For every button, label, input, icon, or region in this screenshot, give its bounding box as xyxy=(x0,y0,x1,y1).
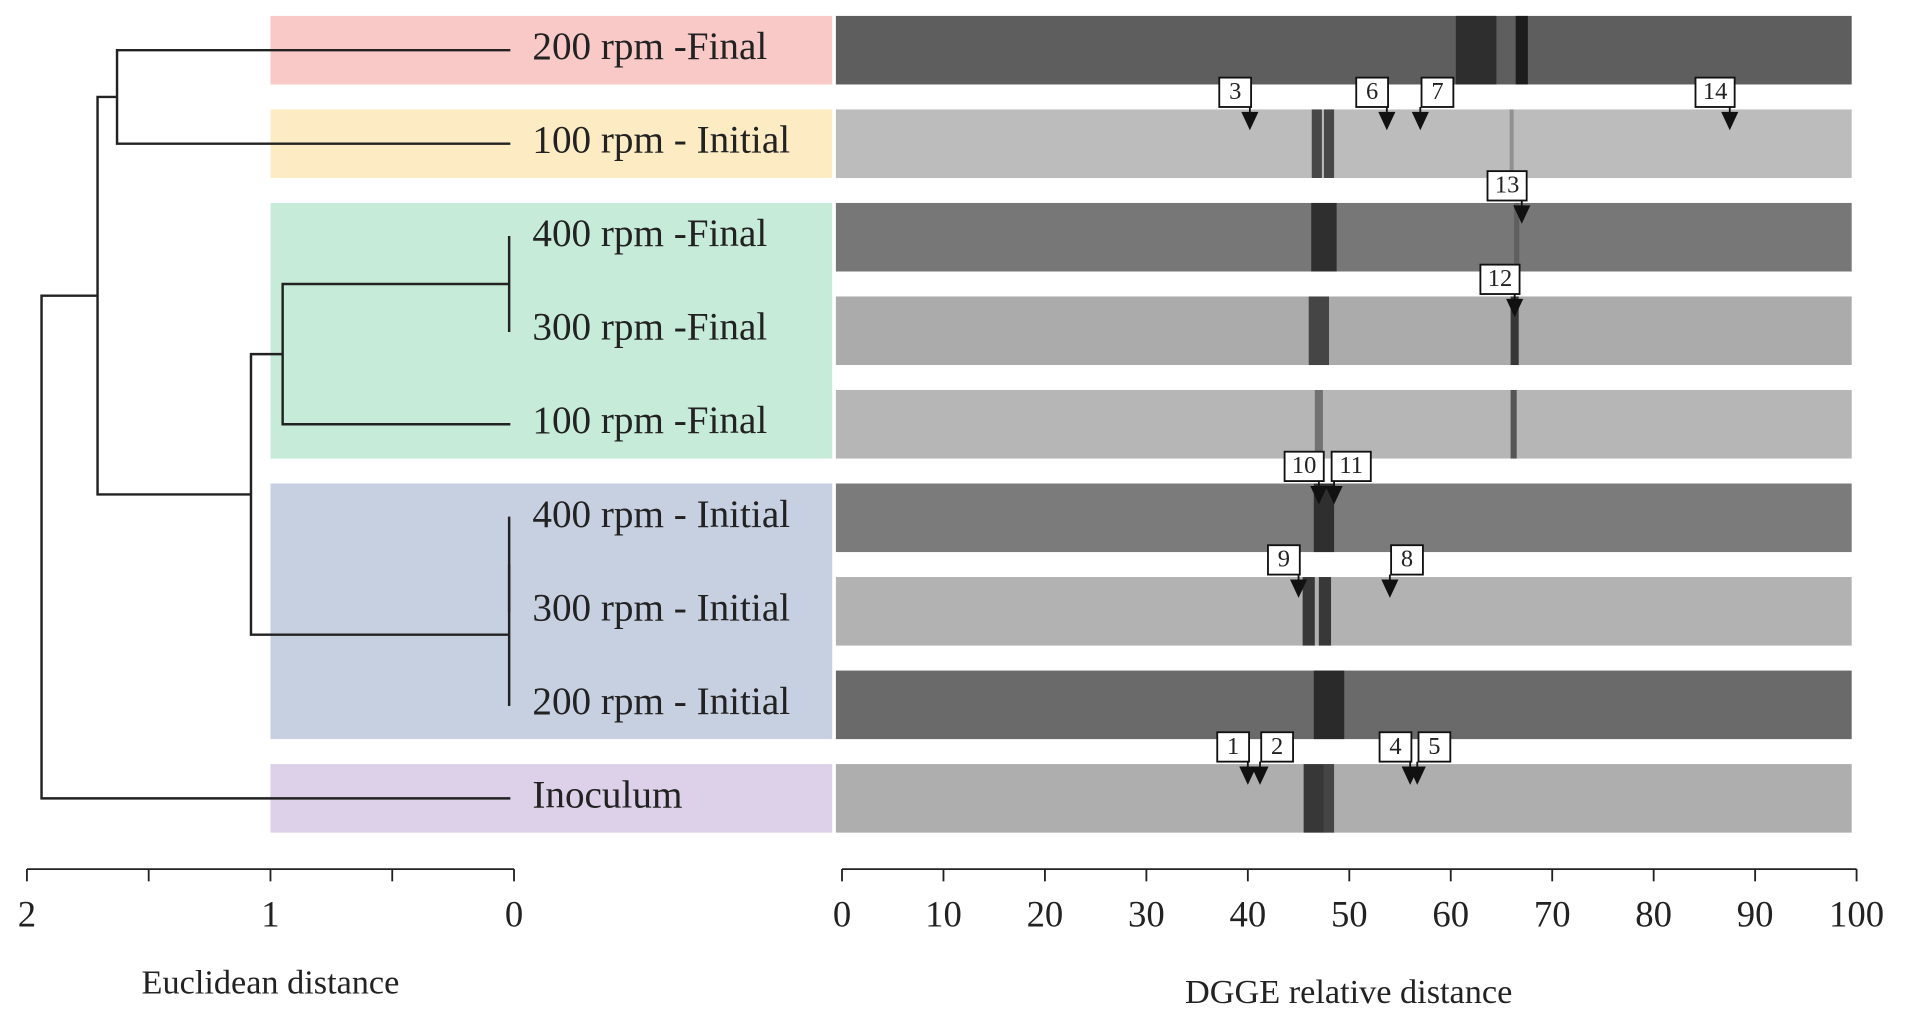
x-tick-label: 90 xyxy=(1737,893,1774,934)
gel-lane xyxy=(835,483,1852,553)
x-tick-label: 100 xyxy=(1829,893,1884,934)
marker-arrow xyxy=(1513,205,1531,224)
marker-arrow xyxy=(1408,766,1426,785)
x-tick-label: 0 xyxy=(505,893,523,934)
marker-box xyxy=(1216,731,1250,763)
dendrogram-link xyxy=(507,236,511,332)
marker-label: 6 xyxy=(1366,78,1378,105)
leaf-label: 100 rpm - Initial xyxy=(532,119,790,162)
marker-label: 7 xyxy=(1431,78,1443,105)
gel-band xyxy=(1308,296,1330,366)
x-tick-label: 80 xyxy=(1635,893,1672,934)
marker-label: 1 xyxy=(1227,733,1239,760)
gel-band xyxy=(1514,202,1520,272)
marker-arrow xyxy=(1310,485,1328,505)
leaf-label: 200 rpm -Final xyxy=(532,25,767,68)
marker-box xyxy=(1330,450,1372,482)
marker-label: 8 xyxy=(1401,546,1413,573)
group-background xyxy=(270,202,833,459)
leaf-label: 200 rpm - Initial xyxy=(532,680,790,723)
dendrogram-link xyxy=(115,48,511,145)
marker-box xyxy=(1267,544,1301,576)
marker-box xyxy=(1378,731,1413,763)
dendrogram-link xyxy=(507,564,511,707)
x-tick-label: 20 xyxy=(1027,893,1064,934)
gel-band xyxy=(1311,109,1322,178)
x-tick-label: 40 xyxy=(1229,893,1266,934)
marker-box xyxy=(1486,170,1528,202)
marker-label: 2 xyxy=(1271,733,1283,760)
x-axis-label: Euclidean distance xyxy=(142,963,400,1001)
marker-arrow xyxy=(1506,298,1524,318)
marker-arrow xyxy=(1325,485,1343,505)
x-tick-label: 70 xyxy=(1534,893,1571,934)
gel-lane xyxy=(835,389,1852,459)
marker-arrow xyxy=(1251,766,1269,785)
marker-label: 5 xyxy=(1428,733,1440,760)
leaf-label: 300 rpm -Final xyxy=(532,306,767,349)
x-tick-label: 50 xyxy=(1331,893,1368,934)
gel-band xyxy=(1510,296,1519,366)
gel-band xyxy=(1515,15,1528,85)
gel-band xyxy=(1509,109,1514,178)
gel-lane xyxy=(835,577,1852,646)
marker-box xyxy=(1260,731,1294,763)
leaf-label: 100 rpm -Final xyxy=(532,399,767,442)
gel-lane xyxy=(835,764,1852,833)
gel-lane xyxy=(835,109,1852,178)
marker-label: 3 xyxy=(1229,78,1241,105)
x-tick-label: 60 xyxy=(1432,893,1469,934)
marker-arrow xyxy=(1381,579,1399,598)
marker-label: 10 xyxy=(1292,452,1316,479)
gel-lane xyxy=(835,15,1852,85)
gel-lane xyxy=(835,202,1852,272)
gel-band xyxy=(1318,577,1332,646)
gel-band xyxy=(1510,389,1517,459)
marker-arrow xyxy=(1290,579,1308,598)
marker-arrow xyxy=(1241,111,1259,131)
gel-band xyxy=(1314,389,1323,459)
marker-box xyxy=(1390,544,1424,576)
gel-band xyxy=(1313,670,1345,740)
gel-band xyxy=(1311,202,1337,272)
marker-label: 13 xyxy=(1495,172,1519,199)
marker-label: 4 xyxy=(1389,733,1401,760)
marker-box xyxy=(1420,76,1455,108)
x-tick-label: 30 xyxy=(1128,893,1165,934)
marker-arrow xyxy=(1411,111,1429,131)
leaf-label: 400 rpm -Final xyxy=(532,212,767,255)
x-axis-label: DGGE relative distance xyxy=(1185,973,1512,1011)
x-tick-label: 10 xyxy=(925,893,962,934)
marker-label: 9 xyxy=(1278,546,1290,573)
dendrogram-link xyxy=(96,95,251,496)
leaf-label: 400 rpm - Initial xyxy=(532,493,790,536)
marker-arrow xyxy=(1721,111,1739,131)
gel-band xyxy=(1323,109,1335,178)
marker-arrow xyxy=(1378,111,1396,131)
leaf-label: 300 rpm - Initial xyxy=(532,586,790,629)
gel-band xyxy=(1302,577,1315,646)
gel-band xyxy=(1323,764,1335,833)
marker-label: 11 xyxy=(1339,452,1363,479)
gel-band xyxy=(1303,764,1324,833)
marker-box xyxy=(1218,76,1253,108)
marker-arrow xyxy=(1239,766,1257,785)
marker-box xyxy=(1479,263,1521,295)
marker-label: 14 xyxy=(1703,78,1727,105)
gel-lane xyxy=(835,296,1852,366)
marker-box xyxy=(1694,76,1736,108)
marker-box xyxy=(1355,76,1389,108)
marker-box xyxy=(1417,731,1452,763)
x-tick-label: 1 xyxy=(261,893,279,934)
x-tick-label: 2 xyxy=(18,893,36,934)
marker-box xyxy=(1283,450,1325,482)
group-background xyxy=(270,483,833,740)
leaf-label: Inoculum xyxy=(532,773,682,816)
marker-label: 12 xyxy=(1488,265,1512,292)
dendrogram-link xyxy=(40,294,511,800)
gel-band xyxy=(1455,15,1497,85)
x-tick-label: 0 xyxy=(833,893,851,934)
